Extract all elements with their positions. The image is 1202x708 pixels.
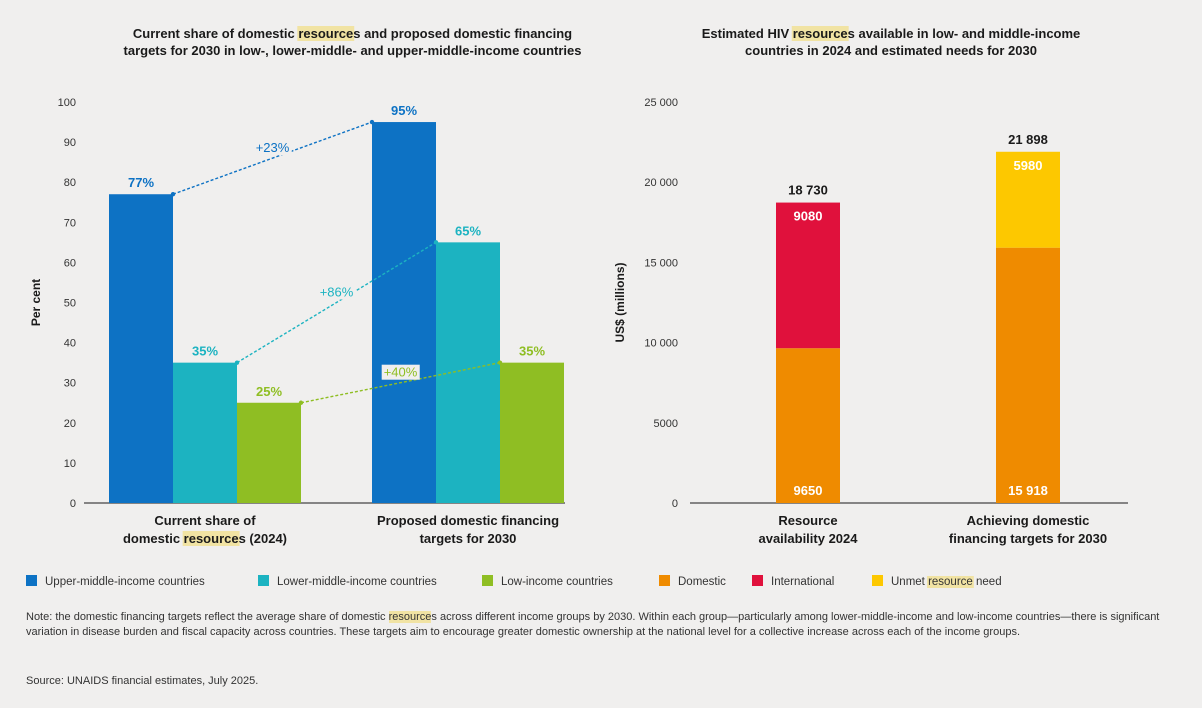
chart1-y-tick: 40 [64,338,76,350]
chart1-change-label: +86% [320,285,354,300]
legend-label: Domestic [678,576,726,588]
chart1-connector-point [497,360,503,365]
chart2-y-axis-title: US$ (millions) [613,262,627,342]
chart1-x-tick: Proposed domestic financing [377,513,559,528]
chart2-y-tick: 15 000 [644,257,678,269]
chart1-title: Current share of domestic resources and … [133,26,572,41]
chart-source: Source: UNAIDS financial estimates, July… [26,675,259,687]
figure: Current share of domestic resources and … [26,26,1128,588]
chart1-y-tick: 90 [64,137,76,149]
legend-label: Upper-middle-income countries [45,576,205,588]
legend-label: Unmet resource need [891,576,1002,588]
chart2-y-tick: 5000 [654,418,678,430]
chart1-x-tick: Current share of [154,513,256,528]
chart1-y-tick: 20 [64,418,76,430]
chart1-change-label: +23% [256,140,290,155]
chart1-change-label: +40% [384,365,418,380]
term-highlight [182,531,240,546]
chart2-x-tick: Achieving domestic [967,513,1090,528]
chart1-bar [237,402,301,503]
chart2-title: countries in 2024 and estimated needs fo… [745,43,1037,58]
chart2-bar-segment [996,247,1060,503]
chart2-total-label: 18 730 [788,183,828,198]
chart2-data-label: 9080 [794,209,823,224]
chart2-bar-segment [776,348,840,503]
chart1-connector-point [170,192,176,197]
chart1-bar [173,362,237,503]
chart1-y-tick: 30 [64,378,76,390]
chart2-y-tick: 0 [672,498,678,510]
chart1-y-tick: 60 [64,257,76,269]
legend-label: Low-income countries [501,576,613,588]
chart1-connector-point [369,119,375,125]
chart2-data-label: 15 918 [1008,483,1048,498]
chart1-data-label: 35% [519,344,545,359]
chart1-change-label-bg [317,284,356,300]
legend-swatch [659,575,670,586]
chart2-x-tick: Resource [778,513,837,528]
chart1-x-tick: domestic resources (2024) [123,531,287,546]
chart1-change-connector [236,241,437,364]
legend-swatch [258,575,269,586]
chart2-data-label: 9650 [794,483,823,498]
chart1-y-tick: 70 [64,217,76,229]
chart1-y-tick: 0 [70,498,76,510]
chart1-y-tick: 10 [64,458,76,470]
chart1-data-label: 35% [192,344,218,359]
chart2-data-label: 5980 [1014,158,1043,173]
chart1-change-label-bg [253,140,292,156]
chart2-bar-segment [996,151,1060,248]
legend-label: Lower-middle-income countries [277,576,437,588]
chart2-y-tick: 25 000 [644,97,678,109]
chart2-x-tick: availability 2024 [758,531,858,546]
chart2-total-label: 21 898 [1008,132,1048,147]
chart2-x-tick: financing targets for 2030 [949,531,1107,546]
legend-swatch [872,575,883,586]
chart1-data-label: 25% [256,384,282,399]
legend-label: International [771,576,834,588]
chart1-connector-point [433,240,439,245]
chart1-y-tick: 50 [64,298,76,310]
chart1-change-label-bg [381,364,420,380]
chart1-y-tick: 100 [58,97,76,109]
chart1-change-connector [172,121,373,195]
chart1-x-tick: targets for 2030 [420,531,517,546]
chart1-change-connector [300,361,501,404]
legend-swatch [482,575,493,586]
chart1-bar [109,194,173,504]
term-highlight [927,576,974,588]
chart1-connector-point [234,360,240,365]
chart2-title: Estimated HIV resources available in low… [702,26,1081,41]
chart2-bar-segment [776,202,840,349]
chart1-y-axis-title: Per cent [29,279,43,326]
chart1-data-label: 77% [128,175,154,190]
legend-swatch [26,575,37,586]
chart1-y-tick: 80 [64,177,76,189]
chart1-data-label: 95% [391,103,417,118]
chart1-connector-point [298,400,304,405]
chart-note: Note: the domestic financing targets ref… [26,611,1160,638]
chart1-data-label: 65% [455,223,481,238]
chart1-bar [372,122,436,504]
chart2-y-tick: 10 000 [644,338,678,350]
chart1-title: targets for 2030 in low-, lower-middle- … [124,43,582,58]
term-highlight: resource [388,611,432,623]
legend-swatch [752,575,763,586]
chart2-y-tick: 20 000 [644,177,678,189]
term-highlight [791,26,849,41]
chart1-bar [436,242,500,503]
chart1-bar [500,362,564,503]
term-highlight [297,26,355,41]
